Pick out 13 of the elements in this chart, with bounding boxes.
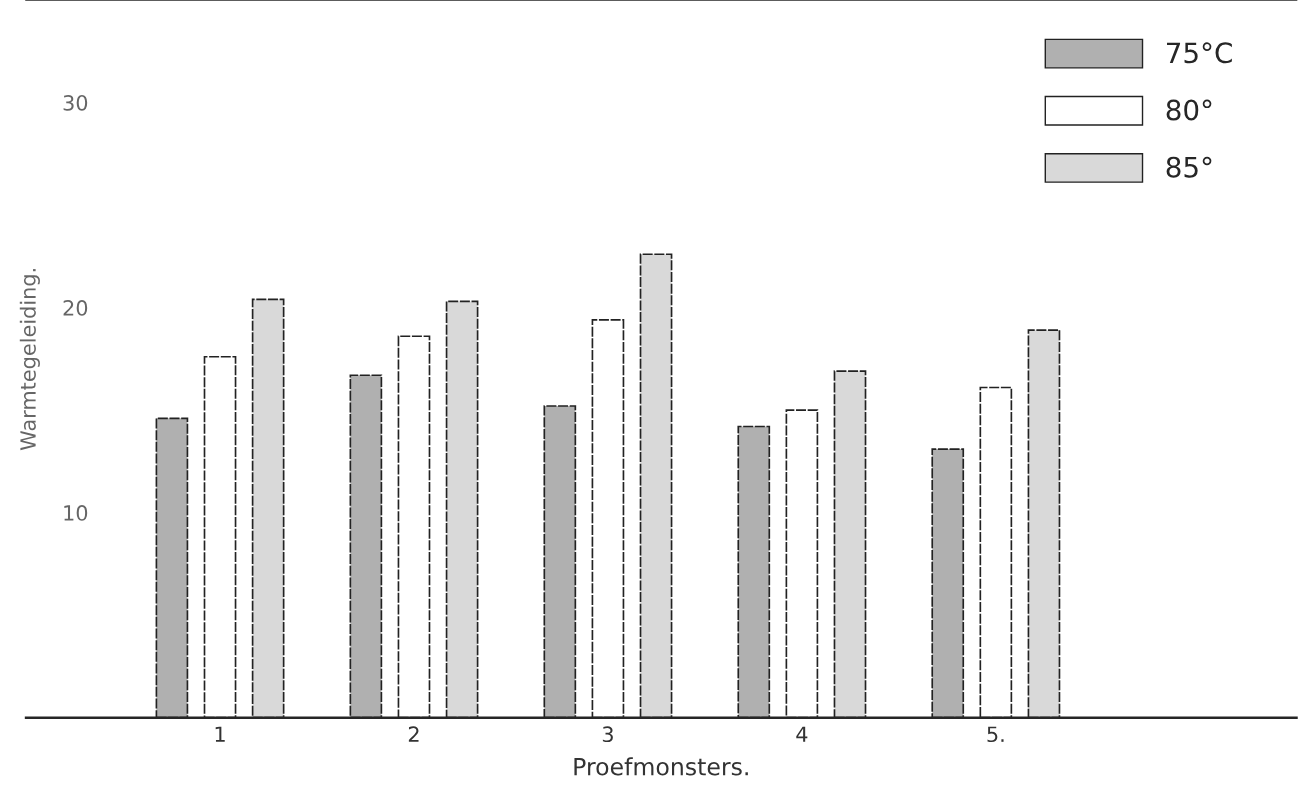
legend-label: 75°C bbox=[1167, 42, 1232, 64]
y-tick-label: 20 bbox=[63, 300, 88, 316]
x-tick-label: 5. bbox=[987, 726, 1004, 743]
legend-label: 80° bbox=[1166, 99, 1212, 121]
x-tick-label: 4 bbox=[796, 726, 808, 742]
y-tick-label: 30 bbox=[63, 94, 88, 111]
x-tick-label: 2 bbox=[408, 726, 419, 742]
y-tick-label: 10 bbox=[64, 505, 88, 521]
y-axis-title: Warmtegeleiding. bbox=[19, 269, 40, 451]
x-axis-title: Proefmonsters. bbox=[574, 757, 748, 776]
x-tick-label: 3 bbox=[602, 726, 613, 743]
legend-label: 85° bbox=[1166, 156, 1212, 178]
x-tick-label: 1 bbox=[215, 726, 225, 742]
